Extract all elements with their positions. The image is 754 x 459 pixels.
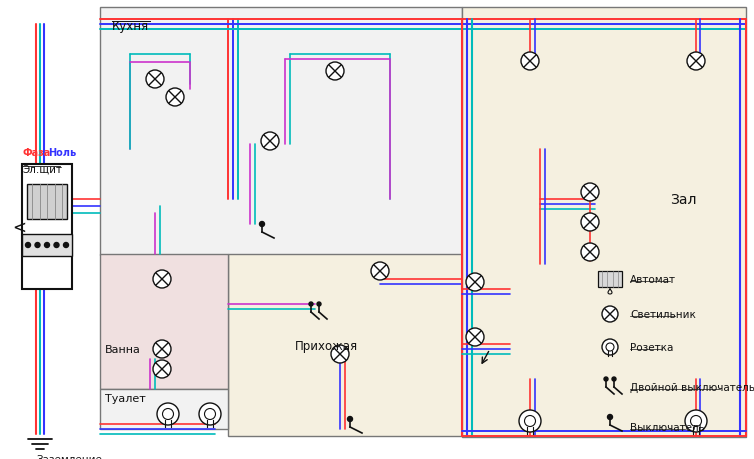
- Bar: [22, 235, 72, 257]
- Text: Фаза: Фаза: [22, 148, 51, 157]
- Circle shape: [331, 345, 349, 363]
- Text: Кухня: Кухня: [112, 20, 149, 33]
- Circle shape: [348, 417, 353, 421]
- Bar: [27, 185, 67, 219]
- Circle shape: [153, 270, 171, 288]
- Circle shape: [54, 243, 59, 248]
- Circle shape: [199, 403, 221, 425]
- Text: Туалет: Туалет: [105, 393, 146, 403]
- Text: Двойной выключатель: Двойной выключатель: [630, 382, 754, 392]
- Circle shape: [317, 302, 321, 306]
- Circle shape: [685, 410, 707, 432]
- Text: Автомат: Автомат: [630, 274, 676, 285]
- Text: Светильник: Светильник: [630, 309, 696, 319]
- Bar: [462, 8, 746, 437]
- Circle shape: [466, 274, 484, 291]
- Text: Эл.щит: Эл.щит: [22, 165, 62, 174]
- Circle shape: [44, 243, 50, 248]
- Circle shape: [581, 184, 599, 202]
- Circle shape: [35, 243, 40, 248]
- Bar: [22, 165, 72, 289]
- Circle shape: [146, 71, 164, 89]
- Bar: [228, 254, 462, 436]
- Circle shape: [326, 63, 344, 81]
- Text: Ванна: Ванна: [105, 344, 141, 354]
- Circle shape: [612, 377, 616, 381]
- Circle shape: [157, 403, 179, 425]
- Bar: [100, 254, 228, 389]
- Circle shape: [371, 263, 389, 280]
- Bar: [598, 271, 622, 287]
- Text: Прихожая: Прихожая: [295, 339, 358, 352]
- Text: Заземление: Заземление: [36, 454, 102, 459]
- Circle shape: [153, 360, 171, 378]
- Circle shape: [309, 302, 313, 306]
- Text: Зал: Зал: [670, 193, 697, 207]
- Circle shape: [26, 243, 30, 248]
- Circle shape: [259, 222, 265, 227]
- Bar: [100, 8, 462, 256]
- Circle shape: [63, 243, 69, 248]
- Text: Розетка: Розетка: [630, 342, 673, 352]
- Circle shape: [521, 53, 539, 71]
- Bar: [100, 389, 228, 429]
- Circle shape: [166, 89, 184, 107]
- Circle shape: [581, 213, 599, 231]
- Circle shape: [153, 340, 171, 358]
- Text: Ноль: Ноль: [48, 148, 76, 157]
- Circle shape: [604, 377, 608, 381]
- Text: <: <: [12, 218, 26, 236]
- Circle shape: [602, 306, 618, 322]
- Circle shape: [581, 243, 599, 262]
- Circle shape: [687, 53, 705, 71]
- Text: Выключатель: Выключатель: [630, 422, 705, 432]
- Circle shape: [466, 328, 484, 346]
- Circle shape: [602, 339, 618, 355]
- Circle shape: [608, 414, 612, 420]
- Circle shape: [261, 133, 279, 151]
- Circle shape: [519, 410, 541, 432]
